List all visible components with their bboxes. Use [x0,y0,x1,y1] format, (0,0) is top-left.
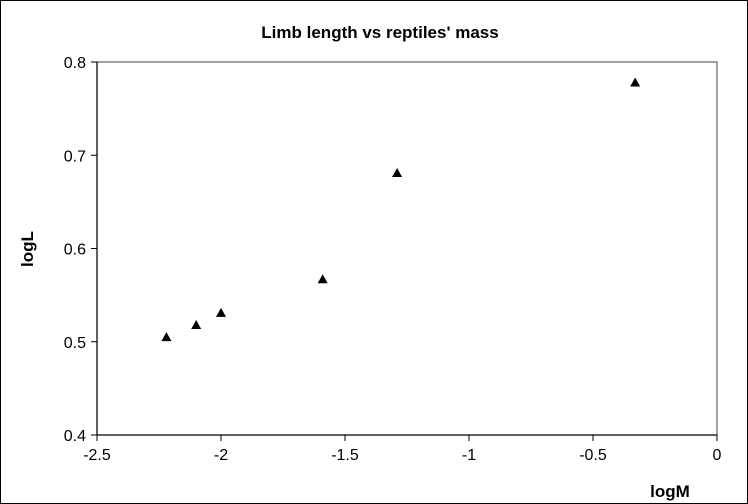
x-axis-title: logM [650,482,690,501]
x-tick-label: -2.5 [83,447,111,464]
y-tick-label: 0.4 [64,428,86,445]
y-tick-label: 0.6 [64,242,86,259]
data-point [216,307,226,317]
data-points [161,77,641,342]
data-point [161,332,172,342]
y-tick-label: 0.7 [64,148,86,165]
data-point [317,274,328,284]
chart-title: Limb length vs reptiles' mass [261,23,498,42]
x-tick-label: 0 [713,447,722,464]
y-axis-title: logL [18,231,37,267]
y-tick-label: 0.5 [64,335,86,352]
x-axis-ticks: -2.5 -2 -1.5 -1 -0.5 0 [83,435,722,464]
plot-area [96,61,718,436]
x-tick-label: -1.5 [331,447,359,464]
x-tick-label: -2 [214,447,228,464]
y-tick-label: 0.8 [64,55,86,72]
data-point [630,77,641,87]
data-point [191,319,202,329]
x-tick-label: -1 [462,447,476,464]
x-tick-label: -0.5 [579,447,607,464]
data-point [392,167,403,177]
y-axis-ticks: 0.4 0.5 0.6 0.7 0.8 [64,55,97,445]
